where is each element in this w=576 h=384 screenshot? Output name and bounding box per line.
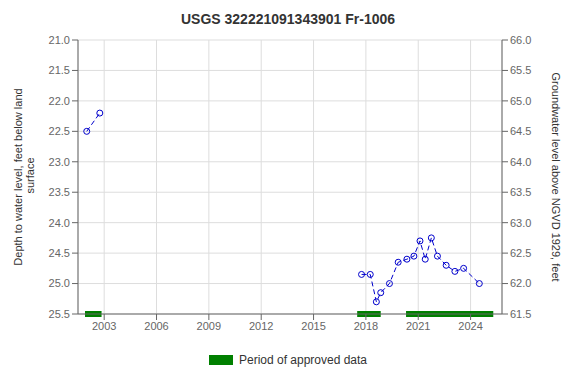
svg-text:2009: 2009 (197, 320, 221, 332)
svg-text:65.5: 65.5 (510, 64, 531, 76)
svg-text:61.5: 61.5 (510, 308, 531, 320)
html-text:Period of approved data: Period of approved data (239, 353, 367, 367)
svg-text:22.5: 22.5 (49, 125, 70, 137)
svg-text:24.0: 24.0 (49, 217, 70, 229)
svg-text:22.0: 22.0 (49, 95, 70, 107)
svg-text:25.0: 25.0 (49, 277, 70, 289)
svg-text:64.0: 64.0 (510, 156, 531, 168)
svg-text:65.0: 65.0 (510, 95, 531, 107)
svg-text:Groundwater level above NGVD 1: Groundwater level above NGVD 1929, feet (550, 72, 562, 281)
svg-text:66.0: 66.0 (510, 34, 531, 46)
svg-text:25.5: 25.5 (49, 308, 70, 320)
svg-text:23.5: 23.5 (49, 186, 70, 198)
svg-text:63.5: 63.5 (510, 186, 531, 198)
svg-text:2018: 2018 (354, 320, 378, 332)
html-text:USGS 322221091343901 Fr-1006: USGS 322221091343901 Fr-1006 (181, 11, 395, 27)
svg-text:2024: 2024 (458, 320, 482, 332)
svg-text:21.0: 21.0 (49, 34, 70, 46)
svg-text:63.0: 63.0 (510, 217, 531, 229)
svg-text:2003: 2003 (92, 320, 116, 332)
svg-text:2021: 2021 (406, 320, 430, 332)
svg-text:2015: 2015 (301, 320, 325, 332)
svg-text:2012: 2012 (249, 320, 273, 332)
svg-text:64.5: 64.5 (510, 125, 531, 137)
svg-text:62.5: 62.5 (510, 247, 531, 259)
svg-text:2006: 2006 (144, 320, 168, 332)
svg-text:21.5: 21.5 (49, 64, 70, 76)
svg-text:Depth to water level, feet bel: Depth to water level, feet below land su… (12, 88, 36, 265)
svg-text:24.5: 24.5 (49, 247, 70, 259)
svg-text:23.0: 23.0 (49, 156, 70, 168)
svg-text:62.0: 62.0 (510, 277, 531, 289)
